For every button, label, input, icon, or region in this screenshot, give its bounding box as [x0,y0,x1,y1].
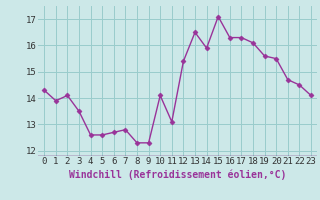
X-axis label: Windchill (Refroidissement éolien,°C): Windchill (Refroidissement éolien,°C) [69,169,286,180]
